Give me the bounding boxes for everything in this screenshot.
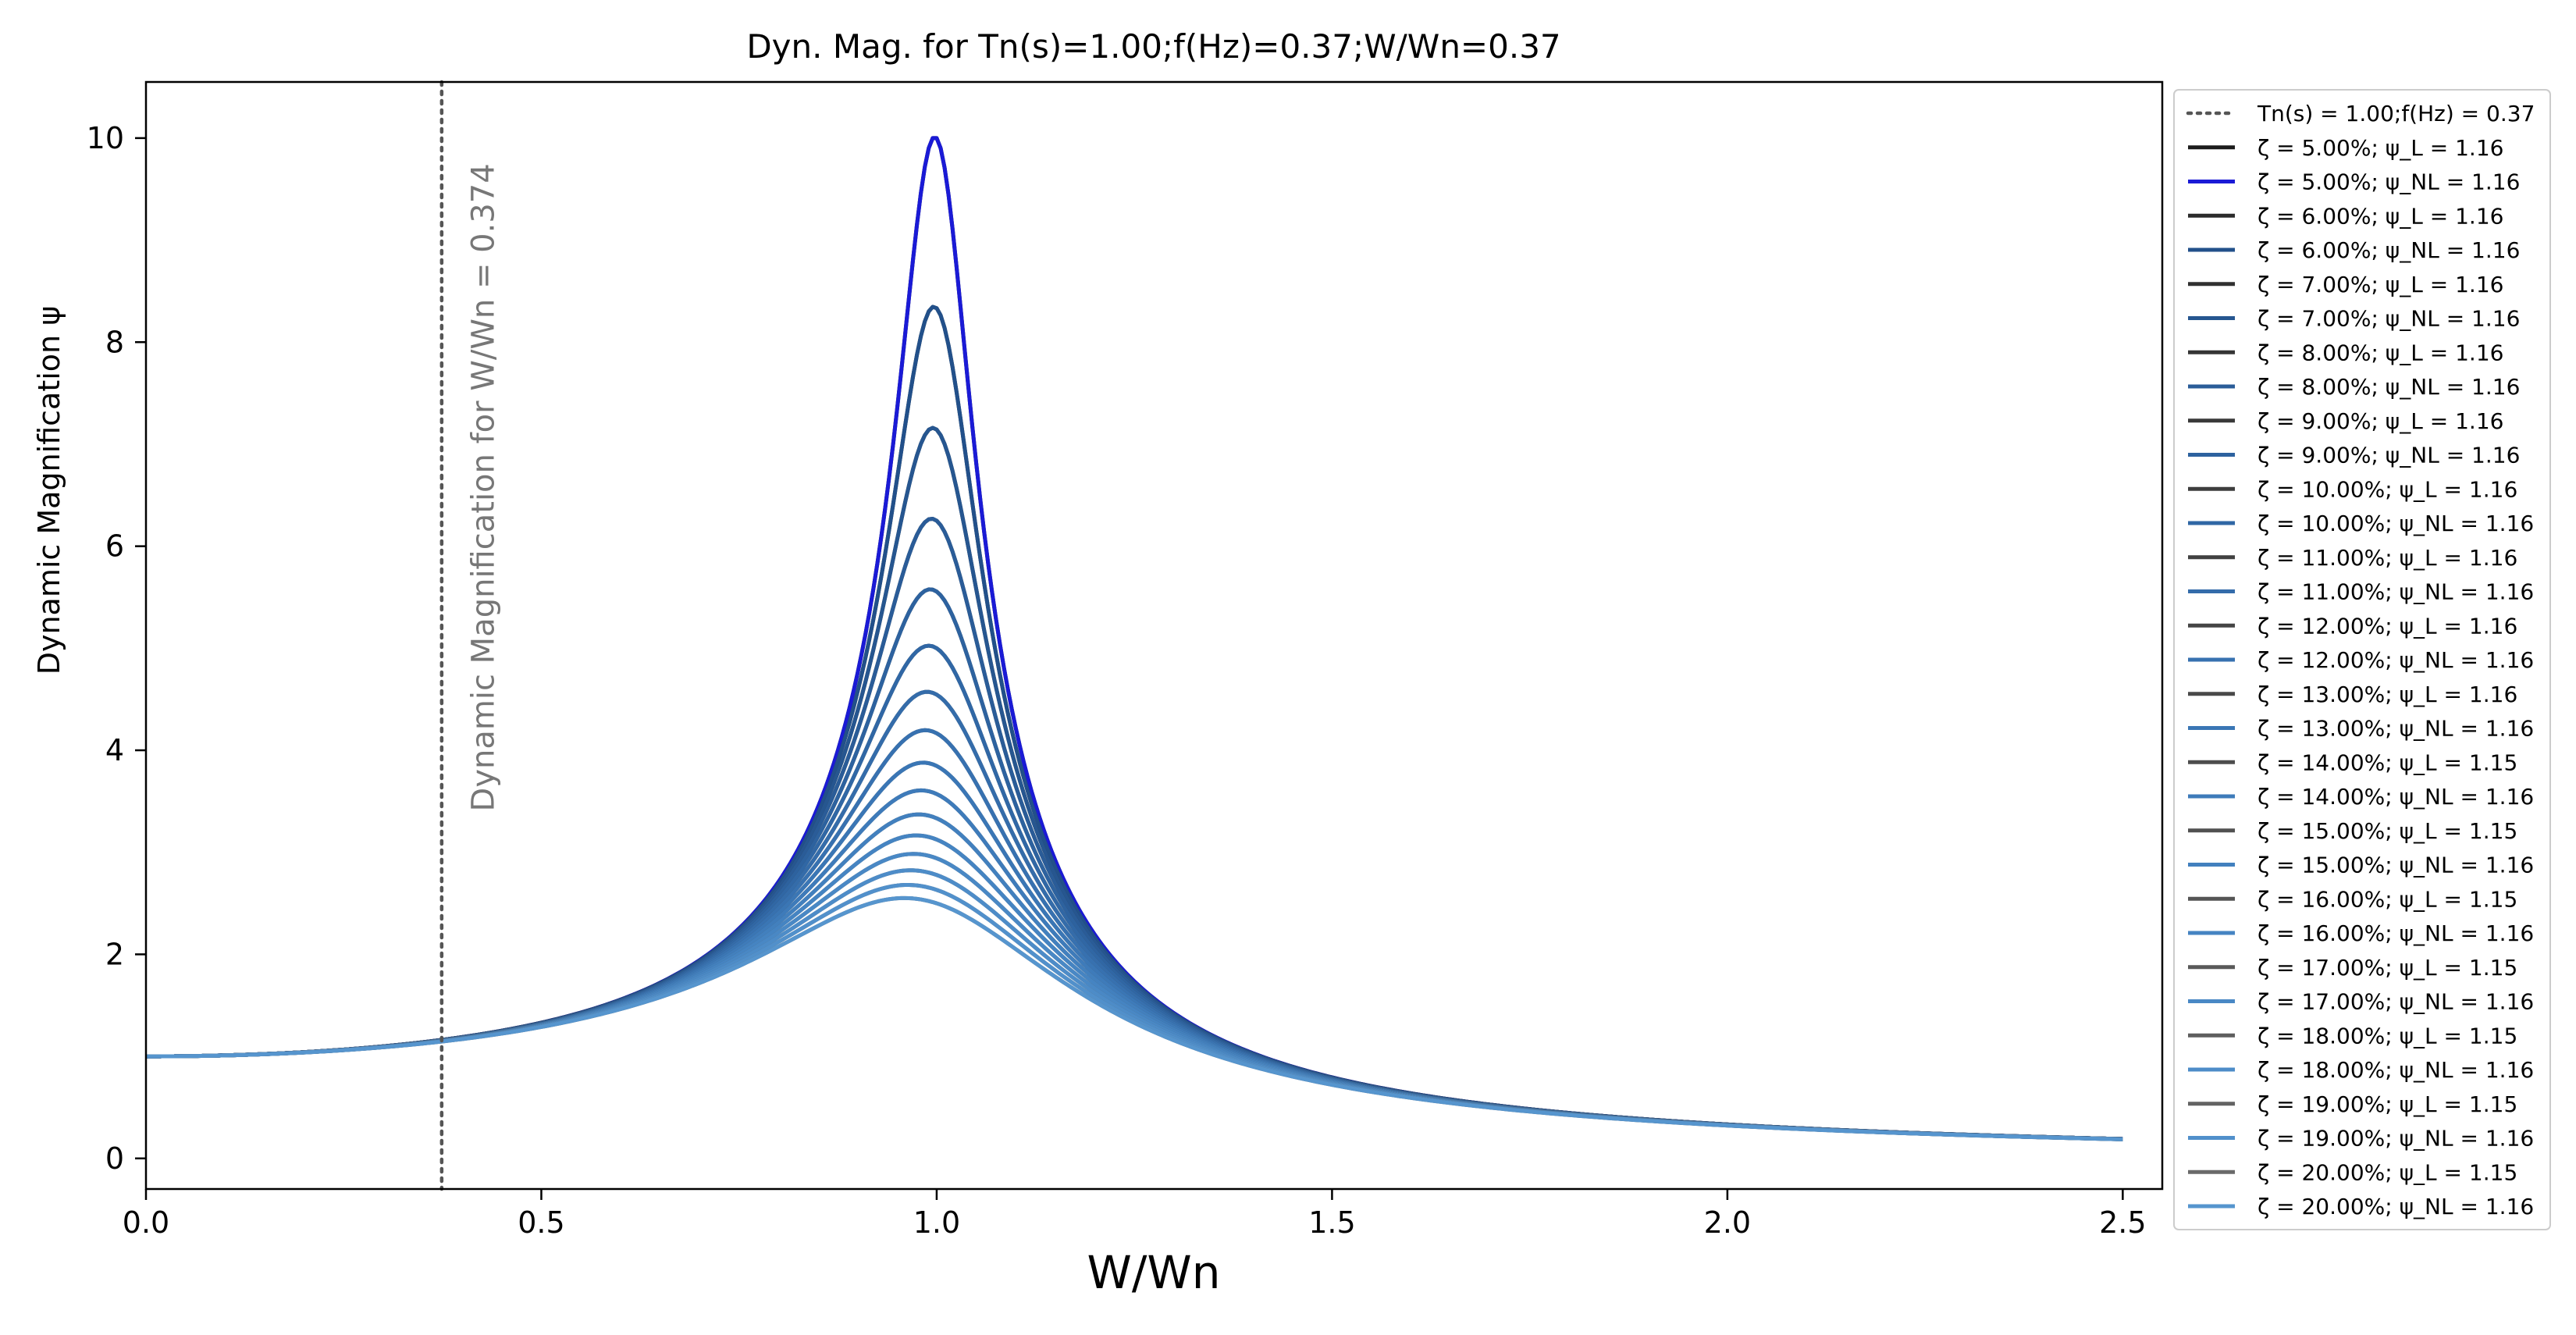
legend-label-13: ζ = 11.00%; ψ_NL = 1.16	[2258, 579, 2534, 605]
legend-label-17: ζ = 13.00%; ψ_NL = 1.16	[2258, 716, 2534, 742]
legend-label-16: ζ = 13.00%; ψ_L = 1.16	[2258, 682, 2517, 707]
y-tick-label: 2	[105, 937, 124, 971]
series-line-31	[146, 895, 2123, 1141]
legend-label-6: ζ = 8.00%; ψ_L = 1.16	[2258, 340, 2503, 365]
x-tick-label: 1.0	[913, 1205, 960, 1240]
chart-title: Dyn. Mag. for Tn(s)=1.00;f(Hz)=0.37;W/Wn…	[746, 27, 1560, 66]
legend-label-3: ζ = 6.00%; ψ_NL = 1.16	[2258, 237, 2520, 263]
x-axis-label: W/Wn	[1087, 1246, 1221, 1299]
legend-label-18: ζ = 14.00%; ψ_L = 1.15	[2258, 749, 2517, 775]
legend-label-24: ζ = 17.00%; ψ_L = 1.15	[2258, 955, 2517, 981]
x-tick-label: 2.0	[1704, 1205, 1751, 1240]
legend-label-11: ζ = 10.00%; ψ_NL = 1.16	[2258, 511, 2534, 536]
legend-label-30: ζ = 20.00%; ψ_L = 1.15	[2258, 1159, 2517, 1185]
legend: Tn(s) = 1.00;f(Hz) = 0.37 ζ = 5.00%; ψ_L …	[2173, 89, 2551, 1230]
legend-label-19: ζ = 14.00%; ψ_NL = 1.16	[2258, 784, 2534, 810]
y-axis-ticks: 0 2 4 6 8 10	[87, 121, 146, 1176]
plot-frame	[144, 80, 2164, 1191]
legend-items: Tn(s) = 1.00;f(Hz) = 0.37 ζ = 5.00%; ψ_L …	[2186, 101, 2535, 1219]
legend-label-22: ζ = 16.00%; ψ_L = 1.15	[2258, 886, 2517, 912]
y-tick-label: 4	[105, 733, 124, 767]
legend-label-31: ζ = 20.00%; ψ_NL = 1.16	[2258, 1194, 2534, 1219]
legend-label-1: ζ = 5.00%; ψ_NL = 1.16	[2258, 169, 2520, 195]
series-layer	[146, 136, 2123, 1141]
legend-label-5: ζ = 7.00%; ψ_NL = 1.16	[2258, 306, 2520, 332]
x-tick-label: 1.5	[1308, 1205, 1355, 1240]
legend-label-27: ζ = 18.00%; ψ_NL = 1.16	[2258, 1057, 2534, 1083]
legend-label-0: ζ = 5.00%; ψ_L = 1.16	[2258, 135, 2503, 161]
y-tick-label: 8	[105, 325, 124, 359]
legend-label-25: ζ = 17.00%; ψ_NL = 1.16	[2258, 989, 2534, 1015]
legend-frame	[2173, 89, 2551, 1230]
legend-label-9: ζ = 9.00%; ψ_NL = 1.16	[2258, 443, 2520, 468]
legend-label-21: ζ = 15.00%; ψ_NL = 1.16	[2258, 853, 2534, 878]
annotation-label: Dynamic Magnification for W/Wn = 0.374	[466, 163, 502, 811]
legend-label-15: ζ = 12.00%; ψ_NL = 1.16	[2258, 647, 2534, 673]
x-tick-label: 2.5	[2099, 1205, 2146, 1240]
legend-label-14: ζ = 12.00%; ψ_L = 1.16	[2258, 613, 2517, 639]
y-tick-label: 10	[87, 121, 124, 155]
y-axis-label: Dynamic Magnification ψ	[32, 306, 66, 675]
legend-label-20: ζ = 15.00%; ψ_L = 1.15	[2258, 818, 2517, 844]
legend-label-23: ζ = 16.00%; ψ_NL = 1.16	[2258, 920, 2534, 946]
legend-label-2: ζ = 6.00%; ψ_L = 1.16	[2258, 203, 2503, 229]
y-tick-label: 6	[105, 529, 124, 564]
legend-label-8: ζ = 9.00%; ψ_L = 1.16	[2258, 408, 2503, 434]
legend-label-10: ζ = 10.00%; ψ_L = 1.16	[2258, 476, 2517, 502]
y-tick-label: 0	[105, 1141, 124, 1176]
x-axis-ticks: 0.0 0.5 1.0 1.5 2.0 2.5	[123, 1189, 2147, 1240]
legend-label-12: ζ = 11.00%; ψ_L = 1.16	[2258, 545, 2517, 571]
legend-label-29: ζ = 19.00%; ψ_NL = 1.16	[2258, 1126, 2534, 1152]
legend-label-7: ζ = 8.00%; ψ_NL = 1.16	[2258, 374, 2520, 400]
x-tick-label: 0.0	[123, 1205, 169, 1240]
legend-label-4: ζ = 7.00%; ψ_L = 1.16	[2258, 272, 2503, 297]
legend-label-26: ζ = 18.00%; ψ_L = 1.15	[2258, 1023, 2517, 1048]
legend-label-vline: Tn(s) = 1.00;f(Hz) = 0.37	[2257, 101, 2535, 126]
x-tick-label: 0.5	[518, 1205, 564, 1240]
legend-label-28: ζ = 19.00%; ψ_L = 1.15	[2258, 1091, 2517, 1117]
